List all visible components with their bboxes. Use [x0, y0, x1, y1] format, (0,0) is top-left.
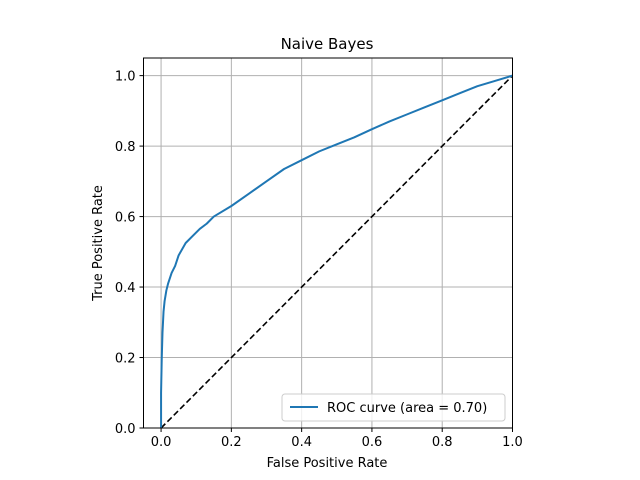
x-tick-label: 0.6 [362, 435, 383, 450]
x-tick-label: 0.8 [432, 435, 453, 450]
y-tick-label: 0.0 [115, 422, 136, 437]
x-tick-label: 0.2 [221, 435, 242, 450]
x-tick-label: 0.4 [291, 435, 312, 450]
x-axis-label: False Positive Rate [267, 456, 388, 471]
y-tick-label: 0.8 [115, 140, 136, 155]
ticks: 0.0 0.2 0.4 0.6 0.8 1.0 0.0 0.2 0.4 0.6 0.8 1.0 [115, 70, 523, 450]
roc-curve-line [160, 74, 513, 428]
y-tick-label: 1.0 [115, 70, 136, 85]
x-tick-label: 1.0 [502, 435, 523, 450]
y-tick-label: 0.6 [115, 211, 136, 226]
plot-frame [143, 57, 513, 429]
legend: ROC curve (area = 0.70) [281, 393, 506, 422]
y-tick-label: 0.4 [115, 281, 136, 296]
chart-title: Naive Bayes [281, 35, 374, 53]
x-tick-label: 0.0 [151, 435, 172, 450]
y-tick-label: 0.2 [115, 352, 136, 367]
legend-box [281, 393, 506, 422]
series-layer [160, 74, 514, 429]
grid [143, 58, 513, 429]
y-axis-label: True Positive Rate [91, 185, 106, 302]
chance-diagonal-line [160, 75, 514, 429]
legend-label: ROC curve (area = 0.70) [327, 401, 487, 416]
